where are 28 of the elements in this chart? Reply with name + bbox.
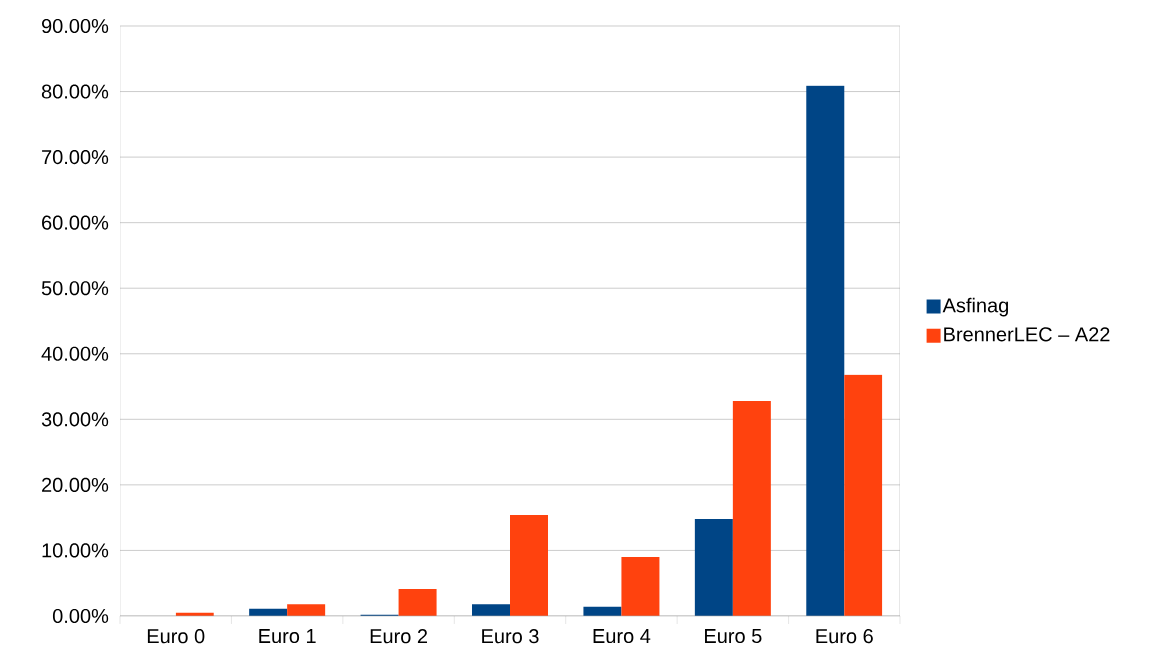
x-tick-label: Euro 0 xyxy=(147,629,205,644)
bar xyxy=(806,85,845,616)
y-tick-label: 80.00% xyxy=(41,84,109,99)
legend-label: Asfinag xyxy=(942,297,1009,317)
x-tick-label: Euro 4 xyxy=(593,629,651,644)
y-tick-label: 90.00% xyxy=(41,18,109,34)
y-tick-label: 70.00% xyxy=(42,150,109,165)
bar xyxy=(398,589,437,616)
bar xyxy=(732,400,771,616)
y-tick-label: 50.00% xyxy=(41,281,109,296)
bar xyxy=(287,604,326,616)
x-tick-label: Euro 3 xyxy=(482,629,539,644)
bar xyxy=(472,604,510,616)
y-tick-label: 0.00% xyxy=(52,608,109,624)
bar xyxy=(621,556,660,616)
bar xyxy=(694,518,733,616)
bar xyxy=(510,515,549,616)
x-tick-label: Euro 1 xyxy=(259,629,316,644)
x-tick-label: Euro 5 xyxy=(705,629,762,644)
y-tick-label: 10.00% xyxy=(42,543,109,558)
legend-label: BrennerLEC – A22 xyxy=(944,327,1110,342)
y-tick-label: 60.00% xyxy=(42,215,109,230)
y-tick-label: 20.00% xyxy=(42,477,109,492)
x-tick-label: Euro 2 xyxy=(370,629,428,644)
bar xyxy=(844,374,883,616)
y-tick-label: 30.00% xyxy=(41,412,109,427)
y-tick-label: 40.00% xyxy=(41,346,109,361)
x-tick-label: Euro 6 xyxy=(816,629,873,644)
